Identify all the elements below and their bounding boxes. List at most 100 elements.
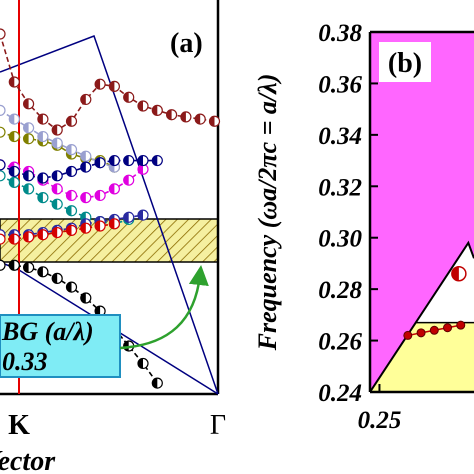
series-point-fill [123, 92, 129, 103]
series-point-fill [9, 177, 15, 188]
series-point [0, 126, 6, 138]
series-point-fill [109, 183, 115, 194]
series-point-fill [23, 98, 29, 109]
series-point-fill [9, 234, 15, 245]
series-point-fill [9, 166, 15, 177]
x-tick-k: K [8, 410, 30, 441]
band-point [403, 330, 413, 340]
y-tick-label: 0.36 [318, 71, 362, 98]
gap-arrow [119, 265, 209, 350]
y-axis-label: Frequency (ωa/2πc = a/λ) [253, 74, 282, 352]
y-tick-label: 0.32 [318, 174, 362, 201]
series-point-fill [37, 173, 43, 183]
series-point-fill [152, 105, 158, 116]
band-points [403, 320, 466, 340]
series-point-fill [138, 101, 143, 111]
series-point-fill [138, 210, 143, 221]
x-axis-label: Vector [0, 446, 56, 474]
series-point-fill [109, 155, 115, 166]
series-point-fill [152, 378, 158, 389]
series-point-fill [166, 109, 172, 120]
panel-b: 0.24 0.26 0.28 0.30 0.32 0.34 0.36 0.38 0.25 (b… [253, 20, 474, 434]
series-point-fill [123, 155, 129, 166]
x-tick-label: 0.25 [358, 407, 402, 434]
x-ticks: 0.25 [358, 384, 402, 434]
light-line-1 [0, 35, 219, 395]
series-point-fill [23, 231, 29, 242]
series-point-fill [37, 229, 43, 240]
panel-label-b-box [379, 42, 431, 82]
series-point-fill [195, 114, 201, 125]
series-point-fill [52, 227, 58, 238]
series-point-fill [123, 175, 129, 186]
x-tick-gamma: Γ [210, 410, 226, 441]
series-point-fill [138, 358, 143, 369]
series-point-fill [66, 282, 72, 293]
band-point [443, 323, 453, 333]
series-point-fill [52, 199, 58, 210]
series-point-fill [66, 190, 72, 201]
marker-point [451, 265, 467, 282]
series-point [0, 259, 6, 271]
series-point [0, 104, 6, 116]
series-point-fill [95, 221, 101, 231]
series-point-fill [209, 116, 215, 127]
series-point-fill [52, 183, 58, 194]
panel-label-b: (b) [388, 48, 422, 79]
series-point-fill [123, 212, 129, 223]
series-point-fill [9, 260, 15, 271]
series-point [0, 170, 6, 182]
series-point-fill [152, 155, 158, 166]
series-point-fill [66, 144, 72, 155]
series-point-fill [52, 170, 58, 181]
series-point-fill [23, 133, 29, 144]
band-point [429, 325, 439, 335]
series-point-fill [37, 131, 43, 142]
series-point-fill [109, 81, 115, 92]
series-point-fill [138, 155, 143, 166]
series-point-fill [23, 183, 29, 194]
band-point [416, 328, 426, 338]
series-point-fill [95, 79, 101, 90]
series-point-fill [66, 116, 72, 127]
series-point-fill [66, 225, 72, 236]
series-point-fill [95, 190, 101, 201]
series-line [0, 33, 215, 131]
legend-box [0, 314, 121, 378]
series-group [0, 28, 221, 389]
series-point-fill [95, 157, 101, 168]
series-point-fill [23, 122, 29, 133]
series-point-fill [66, 166, 72, 177]
series-point-fill [23, 170, 29, 181]
series-point-fill [80, 293, 86, 303]
series-point-fill [52, 138, 58, 149]
series-point-fill [80, 223, 86, 234]
series-point-fill [180, 111, 186, 122]
y-tick-label: 0.28 [318, 277, 362, 304]
series-point-fill [138, 164, 143, 175]
series-point-fill [80, 162, 86, 173]
series-point-fill [9, 114, 15, 125]
pink-region [370, 32, 474, 392]
series-point-fill [80, 94, 86, 105]
series-point [0, 159, 6, 171]
series-point-fill [52, 125, 58, 135]
series-point-fill [9, 77, 15, 87]
series-point-fill [109, 218, 115, 229]
series-point-fill [37, 266, 43, 277]
series-point [0, 233, 6, 245]
y-tick-label: 0.24 [318, 380, 362, 407]
series-point-fill [80, 151, 86, 162]
series-point-fill [37, 114, 43, 125]
legend-label: BG (a/λ) [1, 317, 94, 346]
series-point-fill [80, 192, 86, 203]
panel-label-a: (a) [170, 28, 203, 59]
series-point-fill [37, 192, 43, 203]
series-point-fill [95, 306, 101, 317]
y-tick-label: 0.38 [318, 20, 362, 47]
marker-fill [451, 266, 459, 281]
y-ticks: 0.24 0.26 0.28 0.30 0.32 0.34 0.36 0.38 [318, 20, 378, 407]
series-point-fill [23, 262, 29, 273]
series-point-fill [9, 131, 15, 142]
